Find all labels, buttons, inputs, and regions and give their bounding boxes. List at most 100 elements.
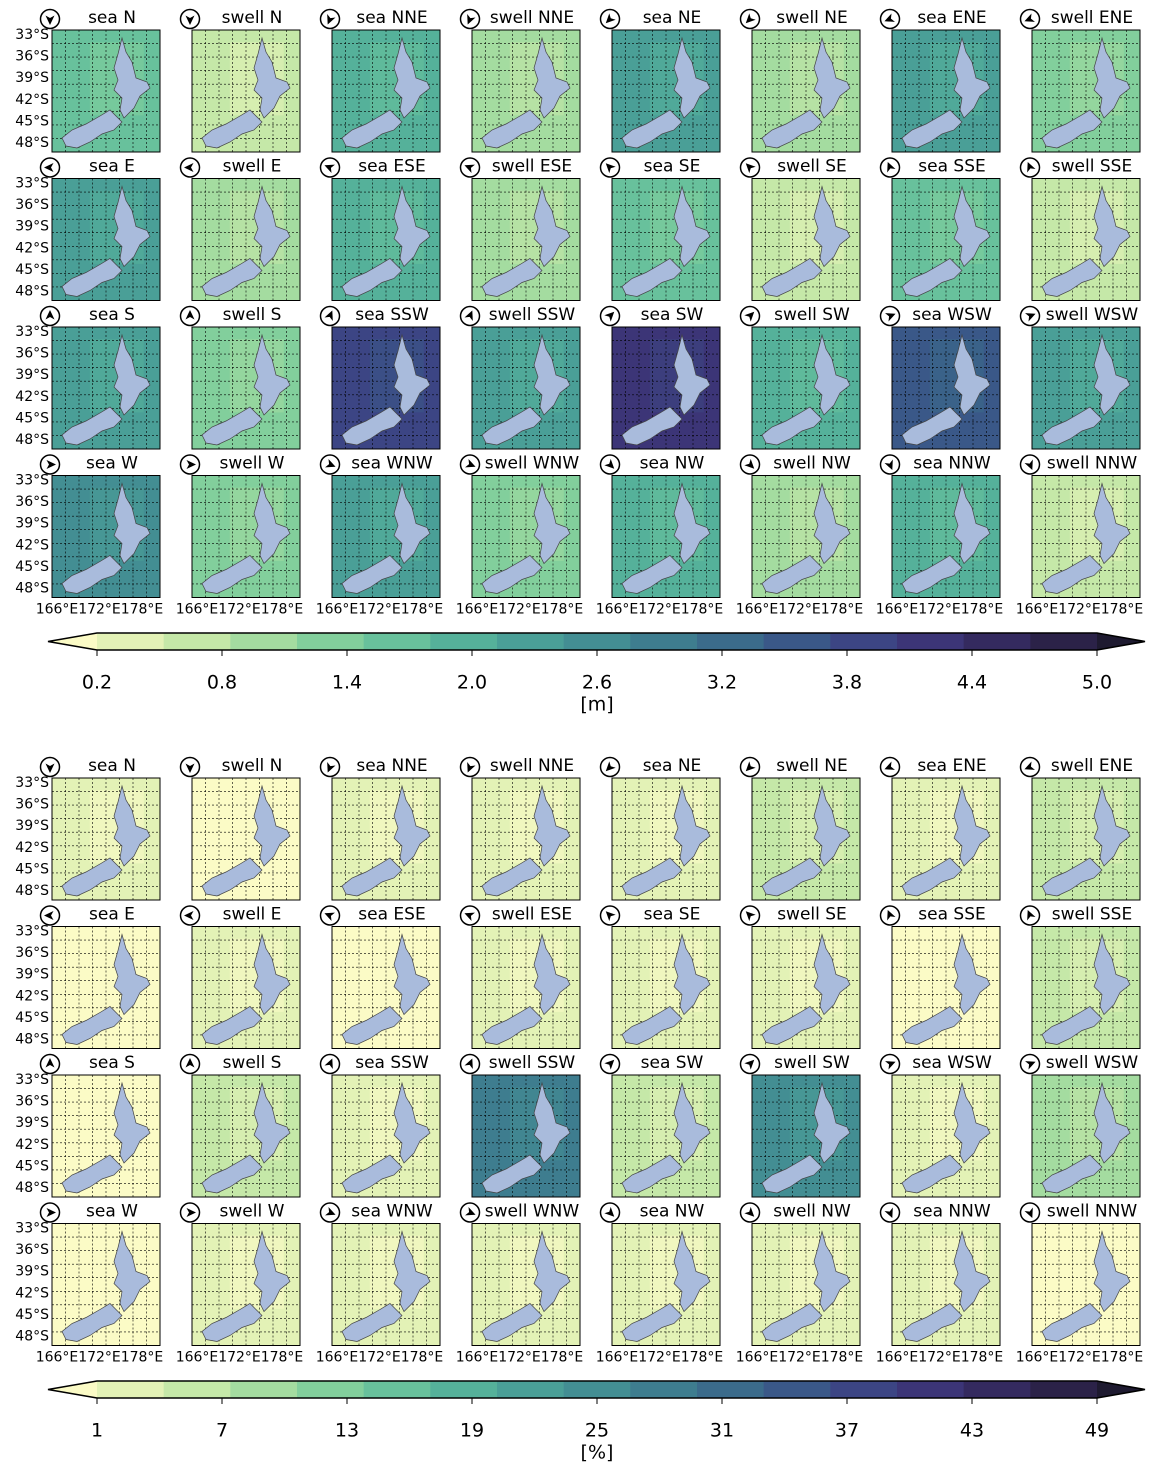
x-tick-label: 172°E (638, 602, 681, 618)
map-frame (51, 777, 161, 901)
map-frame (331, 1223, 441, 1346)
icon-arrow (325, 459, 336, 468)
land (901, 406, 963, 446)
land (341, 406, 403, 446)
land (253, 482, 291, 565)
colorbar-segment (163, 1381, 231, 1398)
land (1041, 258, 1103, 297)
colorbar-tick-label: 1.4 (332, 672, 362, 694)
direction-icon (879, 454, 901, 475)
x-tick-label: 172°E (358, 1350, 401, 1366)
land (393, 933, 431, 1016)
x-tick-label: 166°E (596, 1350, 639, 1366)
land (61, 857, 123, 897)
colorbar-extend-low (48, 633, 97, 650)
direction-icon (39, 1202, 61, 1223)
icon-arrow (1024, 1207, 1033, 1219)
land (673, 482, 711, 565)
y-tick-label: 36°S (15, 494, 49, 510)
map-panel (331, 1223, 441, 1346)
land (1041, 406, 1103, 446)
map-panel (751, 1223, 861, 1346)
map-panel (331, 475, 441, 598)
colorbar-segment (1030, 1381, 1098, 1398)
y-tick-label: 33°S (15, 27, 49, 43)
map-frame (51, 475, 161, 598)
land (481, 109, 543, 149)
panel-title: swell WNW (485, 1202, 580, 1222)
icon-arrow (185, 15, 195, 25)
land (533, 333, 571, 416)
y-tick-label: 42°S (15, 1285, 49, 1301)
colorbar-segment (363, 1381, 431, 1398)
colorbar-segment (630, 1381, 698, 1398)
icon-arrow (44, 911, 54, 920)
land (761, 406, 823, 446)
colorbar-tick-label: 31 (710, 1420, 734, 1442)
panel-title: sea SSW (355, 1053, 429, 1073)
direction-icon (39, 905, 61, 926)
x-tick-label: 166°E (36, 1350, 79, 1366)
direction-icon (1019, 8, 1041, 30)
land (393, 36, 431, 119)
colorbar-segment (297, 633, 365, 650)
colorbar-segment (763, 633, 831, 650)
map-frame (751, 1074, 861, 1198)
land (253, 185, 291, 268)
map-frame (331, 326, 441, 450)
land (673, 1081, 711, 1164)
x-tick-label: 178°E (121, 602, 164, 618)
panel-title: swell SSW (489, 1053, 576, 1073)
map-frame (751, 326, 861, 450)
icon-arrow (327, 762, 336, 773)
map-panel (191, 475, 301, 598)
colorbar-segment (97, 1381, 165, 1398)
colorbar-tick-label: 37 (835, 1420, 859, 1442)
land (341, 1006, 403, 1045)
x-tick-label: 166°E (456, 602, 499, 618)
land (481, 1303, 543, 1342)
y-tick-label: 42°S (15, 240, 49, 256)
land (953, 784, 991, 867)
y-tick-label: 39°S (15, 1264, 49, 1280)
colorbar-segment (163, 633, 231, 650)
land (761, 1006, 823, 1045)
map-panel (891, 326, 1001, 450)
map-frame (191, 1074, 301, 1198)
land (61, 406, 123, 446)
x-tick-label: 178°E (121, 1350, 164, 1366)
panel-title: sea NNE (356, 756, 427, 776)
colorbar-segment (230, 633, 298, 650)
map-frame (331, 1074, 441, 1198)
colorbar-segment (363, 633, 431, 650)
panel-title: swell N (222, 8, 283, 28)
land (341, 555, 403, 594)
icon-arrow (884, 13, 895, 22)
map-panel (51, 1074, 161, 1198)
direction-icon (319, 157, 341, 178)
land (953, 185, 991, 268)
land (341, 109, 403, 149)
map-panel (751, 29, 861, 153)
x-tick-label: 172°E (1058, 1350, 1101, 1366)
panel-title: sea NW (640, 454, 705, 474)
map-panel (891, 777, 1001, 901)
land (61, 555, 123, 594)
land (481, 555, 543, 594)
icon-arrow (465, 459, 476, 468)
panel-title: sea SSW (355, 305, 429, 325)
colorbar-tick-label: 0.8 (207, 672, 237, 694)
land (393, 784, 431, 867)
icon-arrow (1025, 1061, 1036, 1070)
icon-arrow (744, 1059, 755, 1070)
map-frame (191, 29, 301, 153)
panel-title: sea ESE (358, 905, 425, 925)
colorbar-tick-label: 25 (585, 1420, 609, 1442)
icon-arrow (1024, 761, 1035, 770)
land (533, 784, 571, 867)
map-frame (51, 178, 161, 301)
direction-icon (459, 157, 481, 178)
land (1093, 784, 1131, 867)
land (393, 1081, 431, 1164)
land (341, 1154, 403, 1194)
